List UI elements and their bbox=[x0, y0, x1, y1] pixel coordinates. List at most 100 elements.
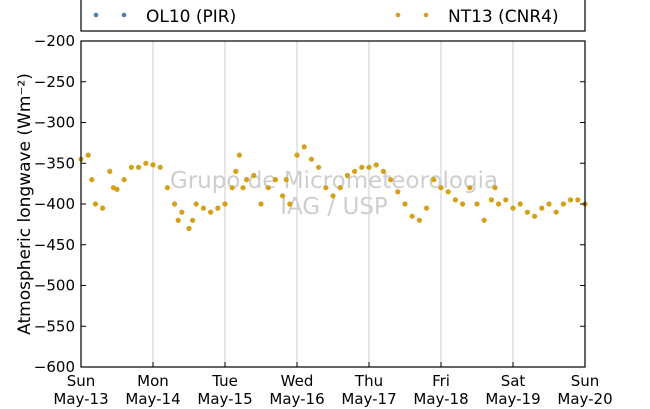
y-tick-label-4: −400 bbox=[34, 195, 75, 213]
point-s1-75 bbox=[560, 201, 567, 207]
legend[interactable]: OL10 (PIR) NT13 (CNR4) bbox=[80, 0, 586, 32]
point-s1-3 bbox=[92, 201, 98, 207]
point-s1-28 bbox=[240, 185, 246, 191]
point-s1-46 bbox=[359, 164, 365, 170]
y-tick-label-0: −200 bbox=[34, 32, 75, 50]
point-s1-31 bbox=[258, 201, 264, 207]
point-s1-27 bbox=[236, 152, 242, 158]
point-s1-55 bbox=[424, 205, 430, 211]
point-s1-23 bbox=[215, 205, 221, 211]
point-s1-5 bbox=[107, 168, 113, 174]
y-axis-ticks: −200 −250 −300 −350 −400 −450 −500 −550 −600 bbox=[34, 32, 585, 376]
x-tick-weekday-5: Fri bbox=[432, 372, 450, 390]
point-s1-2 bbox=[89, 177, 95, 183]
point-s1-45 bbox=[352, 168, 358, 174]
y-tick-label-5: −450 bbox=[34, 236, 75, 254]
point-s1-34 bbox=[280, 193, 286, 199]
point-s1-67 bbox=[503, 197, 509, 203]
point-s1-30 bbox=[251, 172, 257, 179]
x-tick-weekday-1: Mon bbox=[137, 372, 169, 390]
point-s1-40 bbox=[316, 164, 322, 170]
legend-marker-nt13-b bbox=[423, 12, 429, 18]
data-points bbox=[78, 144, 588, 232]
point-s1-61 bbox=[467, 185, 473, 191]
point-s1-53 bbox=[409, 213, 415, 219]
point-s1-47 bbox=[366, 164, 372, 170]
legend-label-nt13: NT13 (CNR4) bbox=[448, 7, 559, 27]
point-s1-41 bbox=[323, 185, 329, 191]
point-s1-42 bbox=[330, 193, 336, 199]
point-s1-43 bbox=[337, 185, 343, 191]
point-s1-9 bbox=[128, 164, 134, 170]
x-tick-date-4: May-17 bbox=[341, 390, 396, 408]
y-tick-label-3: −350 bbox=[34, 154, 75, 172]
point-s1-20 bbox=[193, 201, 199, 207]
point-s1-54 bbox=[416, 217, 422, 223]
x-tick-date-7: May-20 bbox=[557, 390, 612, 408]
point-s1-36 bbox=[287, 201, 293, 207]
point-s1-33 bbox=[272, 177, 278, 183]
point-s1-14 bbox=[164, 185, 170, 191]
point-s1-22 bbox=[208, 209, 214, 215]
point-s1-38 bbox=[301, 144, 307, 150]
legend-marker-nt13-a bbox=[395, 12, 401, 18]
point-s1-64 bbox=[488, 197, 494, 203]
point-s1-16 bbox=[175, 217, 181, 223]
x-tick-date-6: May-19 bbox=[485, 390, 540, 408]
point-s1-25 bbox=[229, 185, 235, 191]
point-s1-1 bbox=[85, 152, 91, 158]
y-tick-label-2: −300 bbox=[34, 114, 75, 132]
point-s1-50 bbox=[388, 177, 394, 183]
point-s1-26 bbox=[233, 168, 239, 174]
point-s1-7 bbox=[114, 186, 120, 192]
x-tick-weekday-4: Thu bbox=[354, 372, 383, 390]
point-s1-57 bbox=[438, 185, 444, 191]
point-s1-65 bbox=[492, 185, 498, 191]
point-s1-62 bbox=[474, 201, 480, 207]
y-tick-label-7: −550 bbox=[34, 317, 75, 335]
point-s1-59 bbox=[452, 197, 458, 203]
point-s1-76 bbox=[568, 197, 574, 203]
x-tick-weekday-0: Sun bbox=[67, 372, 96, 390]
x-tick-date-3: May-16 bbox=[269, 390, 324, 408]
legend-label-ol10: OL10 (PIR) bbox=[146, 7, 236, 27]
x-tick-date-2: May-15 bbox=[197, 390, 252, 408]
point-s1-37 bbox=[294, 152, 300, 158]
point-s1-35 bbox=[283, 177, 289, 183]
legend-marker-ol10-a bbox=[93, 12, 99, 18]
point-s1-70 bbox=[524, 209, 531, 215]
point-s1-8 bbox=[121, 177, 127, 183]
point-s1-32 bbox=[265, 185, 271, 191]
point-s1-49 bbox=[380, 168, 386, 174]
point-s1-56 bbox=[431, 177, 437, 183]
x-tick-weekday-6: Sat bbox=[501, 372, 526, 390]
point-s1-19 bbox=[190, 217, 196, 223]
point-s1-15 bbox=[172, 201, 178, 207]
y-tick-label-8: −600 bbox=[34, 358, 75, 376]
y-tick-label-1: −250 bbox=[34, 73, 75, 91]
point-s1-73 bbox=[546, 201, 552, 207]
x-axis-ticks: SunMay-13MonMay-14TueMay-15WedMay-16ThuM… bbox=[53, 362, 613, 408]
point-s1-60 bbox=[460, 201, 466, 207]
point-s1-72 bbox=[539, 205, 545, 211]
x-tick-date-5: May-18 bbox=[413, 390, 468, 408]
point-s1-71 bbox=[532, 213, 538, 219]
point-s1-39 bbox=[308, 156, 314, 162]
x-tick-date-0: May-13 bbox=[53, 390, 108, 408]
point-s1-10 bbox=[136, 164, 142, 170]
legend-marker-ol10-b bbox=[121, 12, 127, 18]
point-s1-51 bbox=[395, 189, 401, 195]
x-tick-weekday-3: Wed bbox=[281, 372, 314, 390]
point-s1-29 bbox=[244, 177, 250, 183]
y-axis-label: Atmospheric longwave (Wm⁻²) bbox=[15, 73, 35, 335]
point-s1-4 bbox=[100, 205, 106, 211]
x-tick-weekday-7: Sun bbox=[571, 372, 600, 390]
point-s1-44 bbox=[344, 172, 350, 179]
point-s1-13 bbox=[157, 164, 163, 170]
point-s1-48 bbox=[373, 162, 379, 168]
point-s1-17 bbox=[179, 209, 185, 215]
point-s1-63 bbox=[481, 217, 487, 223]
point-s1-11 bbox=[143, 160, 149, 166]
point-s1-69 bbox=[517, 201, 523, 207]
